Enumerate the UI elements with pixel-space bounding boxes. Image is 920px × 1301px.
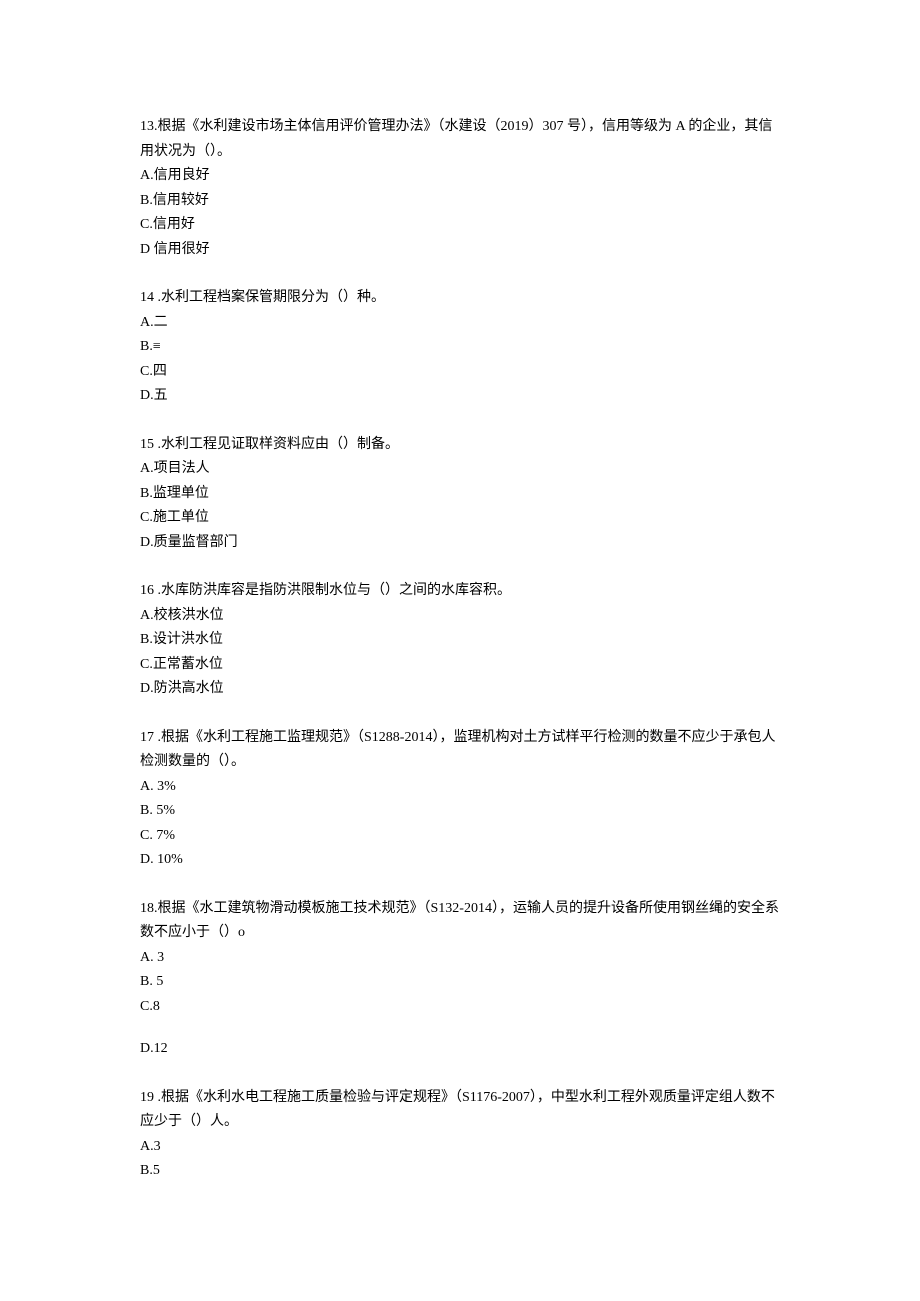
question-16: 16 .水库防洪库容是指防洪限制水位与（）之间的水库容积。 A.校核洪水位 B.… [140, 579, 780, 702]
question-19: 19 .根据《水利水电工程施工质量检验与评定规程》（S1176-2007），中型… [140, 1086, 780, 1184]
option-a: A.二 [140, 311, 780, 336]
option-d: D.防洪高水位 [140, 677, 780, 702]
option-b: B. 5% [140, 799, 780, 824]
question-text: 17 .根据《水利工程施工监理规范》（S1288-2014），监理机构对土方试样… [140, 726, 780, 775]
option-d: D. 10% [140, 848, 780, 873]
option-c: C.信用好 [140, 213, 780, 238]
option-b: B. 5 [140, 970, 780, 995]
option-a: A. 3% [140, 775, 780, 800]
option-a: A.校核洪水位 [140, 604, 780, 629]
option-a: A.3 [140, 1135, 780, 1160]
option-b: B.5 [140, 1159, 780, 1184]
question-17: 17 .根据《水利工程施工监理规范》（S1288-2014），监理机构对土方试样… [140, 726, 780, 873]
option-c: C.8 [140, 995, 780, 1020]
option-b: B.监理单位 [140, 482, 780, 507]
option-c: C.施工单位 [140, 506, 780, 531]
option-b: B.设计洪水位 [140, 628, 780, 653]
option-b: B.≡ [140, 335, 780, 360]
question-text: 13.根据《水利建设市场主体信用评价管理办法》（水建设（2019）307 号），… [140, 115, 780, 164]
question-14: 14 .水利工程档案保管期限分为（）种。 A.二 B.≡ C.四 D.五 [140, 286, 780, 409]
question-text: 19 .根据《水利水电工程施工质量检验与评定规程》（S1176-2007），中型… [140, 1086, 780, 1135]
question-text: 16 .水库防洪库容是指防洪限制水位与（）之间的水库容积。 [140, 579, 780, 604]
question-text: 18.根据《水工建筑物滑动模板施工技术规范》（S132-2014），运输人员的提… [140, 897, 780, 946]
question-text: 14 .水利工程档案保管期限分为（）种。 [140, 286, 780, 311]
option-a: A. 3 [140, 946, 780, 971]
option-c: C. 7% [140, 824, 780, 849]
question-18: 18.根据《水工建筑物滑动模板施工技术规范》（S132-2014），运输人员的提… [140, 897, 780, 1062]
option-c: C.正常蓄水位 [140, 653, 780, 678]
option-a: A.项目法人 [140, 457, 780, 482]
option-b: B.信用较好 [140, 189, 780, 214]
option-d: D.五 [140, 384, 780, 409]
option-d: D 信用很好 [140, 238, 780, 263]
option-d: D.质量监督部门 [140, 531, 780, 556]
option-a: A.信用良好 [140, 164, 780, 189]
question-15: 15 .水利工程见证取样资料应由（）制备。 A.项目法人 B.监理单位 C.施工… [140, 433, 780, 556]
option-d: D.12 [140, 1037, 780, 1062]
question-13: 13.根据《水利建设市场主体信用评价管理办法》（水建设（2019）307 号），… [140, 115, 780, 262]
option-c: C.四 [140, 360, 780, 385]
question-text: 15 .水利工程见证取样资料应由（）制备。 [140, 433, 780, 458]
page-content: 13.根据《水利建设市场主体信用评价管理办法》（水建设（2019）307 号），… [0, 0, 920, 1268]
